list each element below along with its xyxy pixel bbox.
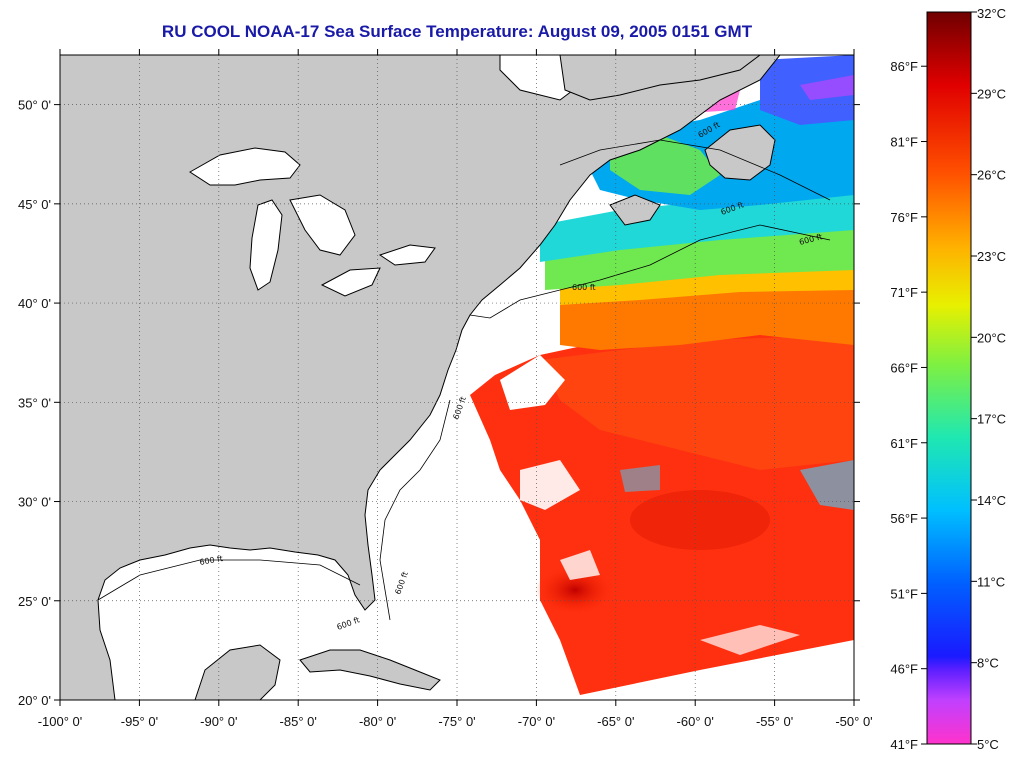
bathymetry-contour bbox=[97, 139, 831, 621]
latitude-labels: 20° 0' 25° 0' 30° 0' 35° 0' 40° 0' 45° 0' 50° … bbox=[18, 98, 51, 708]
svg-text:600 ft: 600 ft bbox=[572, 283, 596, 292]
lon-tick-label: -75° 0' bbox=[438, 714, 475, 729]
colorbar-celsius-label: 29°C bbox=[977, 86, 1006, 101]
gridlines bbox=[60, 55, 854, 700]
colorbar-fahrenheit-label: 61°F bbox=[890, 436, 918, 451]
lon-tick-label: -65° 0' bbox=[597, 714, 634, 729]
colorbar-celsius-label: 20°C bbox=[977, 330, 1006, 345]
colorbar-celsius-label: 11°C bbox=[977, 574, 1005, 589]
colorbar-celsius-label: 23°C bbox=[977, 249, 1006, 264]
lon-tick-label: -85° 0' bbox=[280, 714, 317, 729]
lon-tick-label: -80° 0' bbox=[359, 714, 396, 729]
colorbar-fahrenheit-label: 81°F bbox=[890, 135, 918, 150]
lat-tick-label: 35° 0' bbox=[18, 395, 51, 410]
colorbar-fahrenheit-label: 41°F bbox=[890, 737, 918, 752]
colorbar-celsius-label: 32°C bbox=[977, 6, 1006, 21]
lat-tick-label: 25° 0' bbox=[18, 594, 51, 609]
lon-tick-label: -50° 0' bbox=[835, 714, 872, 729]
colorbar-fahrenheit-label: 46°F bbox=[890, 662, 918, 677]
lon-tick-label: -55° 0' bbox=[756, 714, 793, 729]
lat-tick-label: 40° 0' bbox=[18, 296, 51, 311]
lon-tick-label: -100° 0' bbox=[38, 714, 83, 729]
colorbar-fahrenheit-label: 86°F bbox=[890, 59, 918, 74]
colorbar-fahrenheit-labels: 86°F 81°F 76°F 71°F 66°F 61°F 56°F 51°F 46°F 41°F bbox=[890, 59, 918, 752]
lat-tick-label: 45° 0' bbox=[18, 197, 51, 212]
map-title: RU COOL NOAA-17 Sea Surface Temperature:… bbox=[161, 22, 753, 41]
lon-tick-label: -60° 0' bbox=[677, 714, 714, 729]
lon-tick-label: -70° 0' bbox=[518, 714, 555, 729]
colorbar-celsius-label: 5°C bbox=[977, 737, 999, 752]
colorbar-celsius-label: 26°C bbox=[977, 168, 1006, 183]
great-lakes bbox=[189, 147, 436, 297]
colorbar-fahrenheit-label: 76°F bbox=[890, 210, 918, 225]
sst-swath bbox=[385, 55, 854, 695]
axis-ticks bbox=[54, 49, 860, 706]
lat-tick-label: 30° 0' bbox=[18, 495, 51, 510]
colorbar-celsius-labels: 32°C 29°C 26°C 23°C 20°C 17°C 14°C 11°C 8°C 5°C bbox=[977, 6, 1006, 752]
colorbar-celsius-label: 17°C bbox=[977, 412, 1006, 427]
land bbox=[60, 55, 781, 700]
colorbar-fahrenheit-label: 66°F bbox=[890, 360, 918, 375]
colorbar-celsius-label: 14°C bbox=[977, 493, 1006, 508]
colorbar bbox=[926, 11, 972, 745]
colorbar-celsius-label: 8°C bbox=[977, 656, 999, 671]
lat-tick-label: 50° 0' bbox=[18, 98, 51, 113]
colorbar-fahrenheit-label: 51°F bbox=[890, 586, 918, 601]
colorbar-fahrenheit-label: 56°F bbox=[890, 511, 918, 526]
lon-tick-label: -90° 0' bbox=[200, 714, 237, 729]
colorbar-fahrenheit-label: 71°F bbox=[890, 285, 918, 300]
lon-tick-label: -95° 0' bbox=[121, 714, 158, 729]
lat-tick-label: 20° 0' bbox=[18, 693, 51, 708]
colorbar-ticks bbox=[921, 11, 977, 745]
longitude-labels: -100° 0' -95° 0' -90° 0' -85° 0' -80° 0' -75°… bbox=[38, 714, 873, 729]
svg-text:600 ft: 600 ft bbox=[199, 554, 224, 567]
